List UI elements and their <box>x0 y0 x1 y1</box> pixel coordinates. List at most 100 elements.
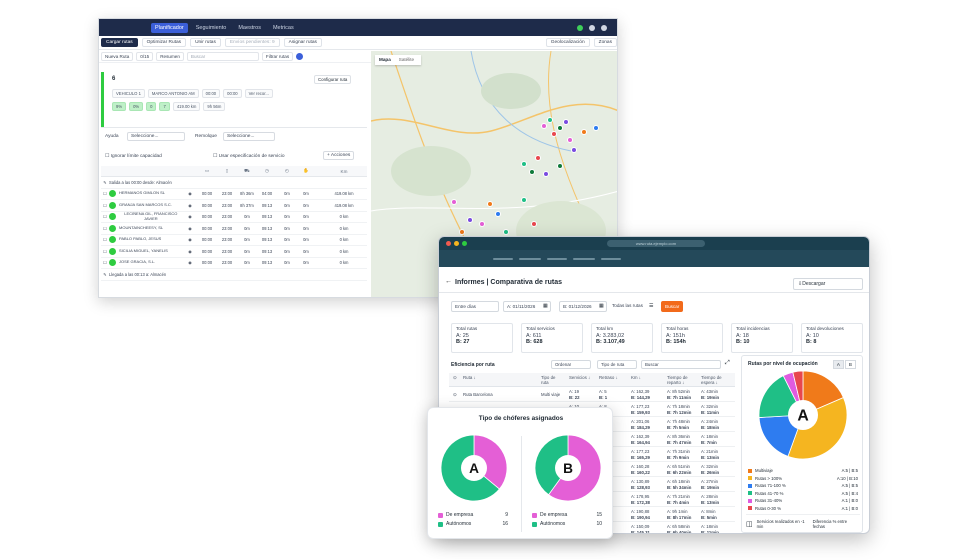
map-marker[interactable] <box>531 221 537 227</box>
ignore-capacity-checkbox[interactable]: ☐ Ignorar límite capacidad <box>105 154 162 159</box>
occupancy-slice[interactable] <box>787 397 848 460</box>
map-marker[interactable] <box>563 119 569 125</box>
map-marker[interactable] <box>479 221 485 227</box>
all-routes-select[interactable]: Todas las rutas <box>612 303 643 308</box>
stop-row[interactable]: ☐ SICILIA MIGUEL, YANELIS ◉ 00:00 23:00 0m 09:… <box>101 246 367 258</box>
eye-icon[interactable]: ◉ <box>188 260 192 266</box>
map-marker[interactable] <box>535 155 541 161</box>
eye-icon[interactable]: ◉ <box>188 248 192 254</box>
end-time[interactable]: 00:00 <box>223 89 242 98</box>
col-retraso[interactable]: Retraso ↓ <box>599 375 618 380</box>
stop-row[interactable]: ☐ GRANJA SAN MARCOS S.C. ◉ 00:00 23:00 8h 37m… <box>101 200 367 212</box>
use-spec-checkbox[interactable]: ☐ Usar especificación de servicio <box>213 154 285 159</box>
col-servicios[interactable]: Servicios ↓ <box>569 375 591 380</box>
tab-satellite[interactable]: Satélite <box>398 57 415 62</box>
col-km[interactable]: Km ↓ <box>631 375 642 380</box>
toggle-a[interactable]: A <box>832 360 844 369</box>
driver-select[interactable]: MARCO ANTONIO AM <box>147 89 199 98</box>
download-button[interactable]: ⇩ Descargar <box>793 278 863 290</box>
configure-route-button[interactable]: Configurar ruta <box>314 75 352 84</box>
back-arrow-icon[interactable]: ← <box>445 278 452 285</box>
start-time[interactable]: 00:00 <box>201 89 221 98</box>
efficiency-search-input[interactable]: Buscar <box>641 360 721 369</box>
geolocation-button[interactable]: Geolocalización <box>545 38 590 47</box>
col-reparto[interactable]: Tiempo de reparto ↓ <box>667 375 688 385</box>
range-select[interactable]: Entre días <box>451 301 499 312</box>
nav-planificador[interactable]: Planificador <box>151 22 188 33</box>
eye-icon[interactable]: ◉ <box>188 225 192 231</box>
maximize-dot[interactable] <box>462 241 467 246</box>
occupancy-slice[interactable] <box>758 414 804 457</box>
date-b-input[interactable]: B: 01/12/2026 <box>559 301 607 312</box>
map-marker[interactable] <box>521 161 527 167</box>
bell-icon[interactable] <box>601 24 607 31</box>
map-marker[interactable] <box>451 199 457 205</box>
search-input[interactable]: Buscar <box>186 51 259 61</box>
merge-routes-button[interactable]: Unir rutas <box>190 38 221 47</box>
calendar-icon[interactable]: ▦ <box>599 303 604 309</box>
date-a-input[interactable]: A: 01/11/2026 <box>503 301 551 312</box>
drivers-b-slice[interactable] <box>534 434 569 496</box>
filter-routes-button[interactable]: Filtrar rutas <box>261 51 294 61</box>
map-marker[interactable] <box>571 147 577 153</box>
map-marker[interactable] <box>543 171 549 177</box>
route-type-select[interactable]: Tipo de ruta <box>597 360 637 369</box>
map-marker[interactable] <box>557 125 563 131</box>
view-route-button[interactable]: Ver recor... <box>244 89 273 98</box>
eye-icon[interactable]: ◉ <box>188 214 192 220</box>
map-marker[interactable] <box>567 137 573 143</box>
assign-routes-button[interactable]: Asignar rutas <box>283 38 322 47</box>
map-marker[interactable] <box>593 125 599 131</box>
map-marker[interactable] <box>529 169 535 175</box>
map-marker[interactable] <box>521 197 527 203</box>
tab-map[interactable]: Mapa <box>379 57 391 62</box>
map-marker[interactable] <box>467 217 473 223</box>
eye-icon[interactable]: ◉ <box>188 191 192 197</box>
eye-icon[interactable]: ◉ <box>188 202 192 208</box>
stop-row[interactable]: ☐ LECIÑENA GIL, FRANCISCO JAVIER ◉ 00:00 23:… <box>101 212 367 223</box>
expand-icon[interactable]: ⤢ <box>725 360 730 366</box>
stop-row[interactable]: ☐ HERMANOS GIMLON SL ◉ 00:00 23:00 8h 36m 04:0… <box>101 189 367 200</box>
route-card[interactable]: 6 Configurar ruta VEHICULO 1 MARCO ANTON… <box>101 72 367 128</box>
map-marker[interactable] <box>551 131 557 137</box>
map-marker[interactable] <box>581 129 587 135</box>
zones-button[interactable]: Zonas <box>593 38 617 47</box>
col-ruta[interactable]: Ruta ↓ <box>463 375 476 380</box>
map-marker[interactable] <box>503 229 509 235</box>
stop-row[interactable]: ☐ JOSE GRACIA, S.L. ◉ 00:00 23:00 0m 09:13 0m 0m… <box>101 258 367 269</box>
col-espera[interactable]: Tiempo de espera ↓ <box>701 375 722 385</box>
col-tipo[interactable]: Tipo de ruta <box>541 375 556 385</box>
nav-metricas[interactable]: Metricas <box>272 24 294 31</box>
flag-icon[interactable] <box>577 24 583 31</box>
summary-button[interactable]: Resumen <box>156 51 184 61</box>
url-bar[interactable]: www.ruta.ejemplo.com <box>607 240 705 247</box>
stop-row[interactable]: ☐ MOUNTAINCHEESY, SL ◉ 00:00 23:00 0m 09:13 0m 0… <box>101 223 367 235</box>
map-marker[interactable] <box>541 123 547 129</box>
drivers-a-slice[interactable] <box>473 434 508 490</box>
map-marker[interactable] <box>557 163 563 169</box>
map-marker[interactable] <box>495 211 501 217</box>
optimize-routes-button[interactable]: Optimizar Rutas <box>141 38 187 47</box>
pending-shipments-button[interactable]: Envíos pendientes: 9 <box>224 38 280 47</box>
load-routes-button[interactable]: Cargar rutas <box>101 38 138 47</box>
help-select[interactable]: Seleccione... <box>127 132 185 141</box>
calendar-icon[interactable]: ▦ <box>543 303 548 309</box>
list-icon[interactable]: ☰ <box>649 303 654 309</box>
sort-select[interactable]: Ordenar <box>551 360 591 369</box>
trailer-select[interactable]: Seleccione... <box>223 132 275 141</box>
minimize-dot[interactable] <box>454 241 459 246</box>
search-button[interactable]: Buscar <box>661 301 684 312</box>
close-dot[interactable] <box>446 241 451 246</box>
vehicle-select[interactable]: VEHICULO 1 <box>112 89 145 98</box>
stop-row[interactable]: ☐ PABLO PABLO, JESUS ◉ 00:00 23:00 0m 09:13 0m 0… <box>101 235 367 246</box>
new-route-button[interactable]: Nueva Ruta <box>101 51 134 61</box>
toggle-b[interactable]: B <box>844 360 856 369</box>
map-marker[interactable] <box>487 201 493 207</box>
nav-seguimiento[interactable]: Seguimiento <box>195 24 227 31</box>
actions-button[interactable]: + Acciones <box>323 151 355 160</box>
eye-icon[interactable]: ◉ <box>188 237 192 243</box>
efficiency-row[interactable]: ⊙ Ruta Barcelona Multi viaje A: 19 B: 22 … <box>449 387 735 402</box>
check-icon[interactable] <box>296 52 304 60</box>
map-marker[interactable] <box>459 229 465 235</box>
nav-maestros[interactable]: Maestros <box>238 24 261 31</box>
